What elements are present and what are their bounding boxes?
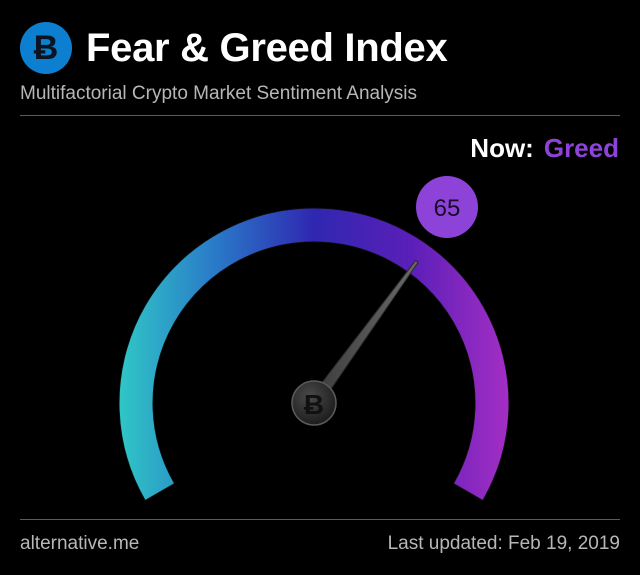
current-status: Now: Greed — [470, 135, 619, 161]
gauge-hub: Ƀ — [291, 380, 337, 426]
now-label: Now: — [470, 133, 534, 163]
hub-glyph: Ƀ — [304, 389, 324, 420]
source-link[interactable]: alternative.me — [20, 533, 140, 554]
last-updated: Last updated: Feb 19, 2019 — [387, 533, 620, 554]
bitcoin-icon — [291, 380, 337, 426]
header: Ƀ Fear & Greed Index — [20, 22, 448, 74]
page-subtitle: Multifactorial Crypto Market Sentiment A… — [20, 83, 418, 104]
page-title: Fear & Greed Index — [86, 26, 448, 70]
gauge-arc — [118, 207, 510, 502]
logo-glyph: Ƀ — [33, 29, 59, 67]
value-badge-circle — [416, 176, 478, 238]
bitcoin-icon: Ƀ — [20, 22, 72, 74]
header-divider — [20, 115, 620, 116]
footer-divider — [20, 519, 620, 520]
gauge-value-label: 65 — [434, 195, 461, 222]
value-badge: 65 — [416, 176, 478, 238]
sentiment-classification: Greed — [543, 133, 619, 163]
